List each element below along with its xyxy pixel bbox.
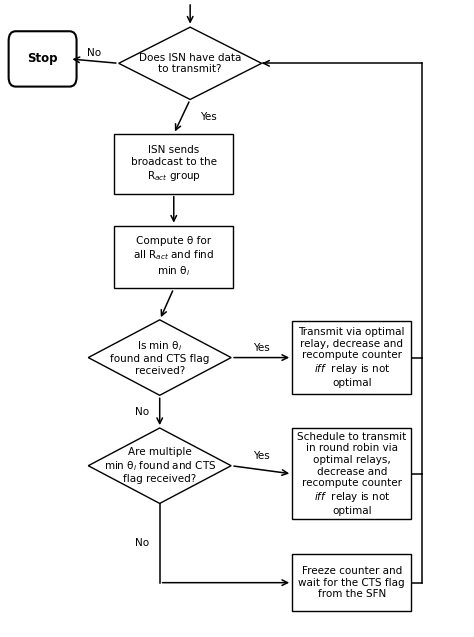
Polygon shape	[88, 428, 231, 503]
Text: Transmit via optimal
relay, decrease and
recompute counter
$iff$  relay is not
o: Transmit via optimal relay, decrease and…	[299, 327, 405, 388]
Text: Are multiple
min θ$_i$ found and CTS
flag received?: Are multiple min θ$_i$ found and CTS fla…	[103, 447, 216, 484]
Text: No: No	[135, 406, 149, 417]
Text: No: No	[87, 48, 101, 58]
Text: ISN sends
broadcast to the
R$_{act}$ group: ISN sends broadcast to the R$_{act}$ gro…	[131, 145, 217, 183]
Text: No: No	[135, 538, 149, 548]
Text: Yes: Yes	[253, 450, 270, 461]
FancyBboxPatch shape	[9, 31, 77, 87]
Text: Yes: Yes	[253, 343, 270, 352]
Text: Does ISN have data
to transmit?: Does ISN have data to transmit?	[139, 52, 241, 74]
FancyBboxPatch shape	[114, 134, 234, 194]
Text: Compute θ for
all R$_{act}$ and find
min θ$_i$: Compute θ for all R$_{act}$ and find min…	[133, 236, 214, 278]
Text: Stop: Stop	[27, 52, 58, 66]
Polygon shape	[118, 27, 262, 99]
Text: Is min θ$_i$
found and CTS flag
received?: Is min θ$_i$ found and CTS flag received…	[110, 339, 210, 376]
Text: Schedule to transmit
in round robin via
optimal relays,
decrease and
recompute c: Schedule to transmit in round robin via …	[297, 432, 406, 516]
FancyBboxPatch shape	[114, 225, 234, 289]
FancyBboxPatch shape	[292, 554, 411, 611]
Polygon shape	[88, 320, 231, 396]
FancyBboxPatch shape	[292, 428, 411, 520]
FancyBboxPatch shape	[292, 322, 411, 394]
Text: Yes: Yes	[200, 111, 216, 122]
Text: Freeze counter and
wait for the CTS flag
from the SFN: Freeze counter and wait for the CTS flag…	[299, 566, 405, 599]
